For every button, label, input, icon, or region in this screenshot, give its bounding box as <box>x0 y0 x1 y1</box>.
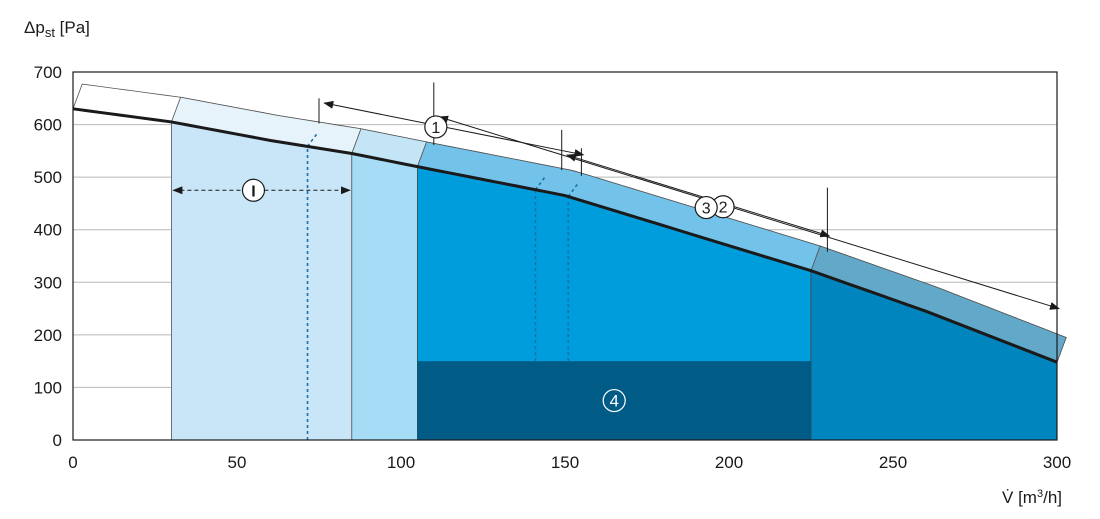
y-tick-label-0: 0 <box>53 431 62 450</box>
callout-4-circle <box>602 388 626 413</box>
region-I-area <box>171 121 353 441</box>
y-tick-label-600: 600 <box>34 116 62 135</box>
dashed-line-top-0 <box>306 132 319 147</box>
y-tick-label-400: 400 <box>34 221 62 240</box>
x-tick-label-200: 200 <box>715 453 743 472</box>
callout-2-label: 2 <box>719 200 728 217</box>
callout-3-arrow <box>566 153 831 238</box>
x-tick-label-150: 150 <box>551 453 579 472</box>
x-tick-label-100: 100 <box>387 453 415 472</box>
x-tick-label-50: 50 <box>228 453 247 472</box>
x-tick-label-250: 250 <box>879 453 907 472</box>
callout-I-label: I <box>251 183 255 200</box>
y-tick-label-500: 500 <box>34 168 62 187</box>
callout-3-circle <box>694 195 718 220</box>
callout-3-label: 3 <box>702 201 711 218</box>
y-tick-label-100: 100 <box>34 378 62 397</box>
region-mid-area <box>351 152 418 441</box>
callout-1-label: 1 <box>431 120 440 137</box>
x-tick-label-0: 0 <box>68 453 77 472</box>
y-tick-label-300: 300 <box>34 273 62 292</box>
callout-I-circle <box>241 178 266 202</box>
x-tick-label-300: 300 <box>1043 453 1071 472</box>
region-4-block <box>417 361 811 440</box>
callout-1-circle <box>424 115 448 139</box>
callout-4-label: 4 <box>609 392 618 411</box>
x-axis-title: V̇ [m3/h] <box>1002 488 1062 507</box>
y-tick-label-700: 700 <box>34 63 62 82</box>
y-axis-title: Δpst [Pa] <box>24 18 90 40</box>
y-tick-label-200: 200 <box>34 326 62 345</box>
